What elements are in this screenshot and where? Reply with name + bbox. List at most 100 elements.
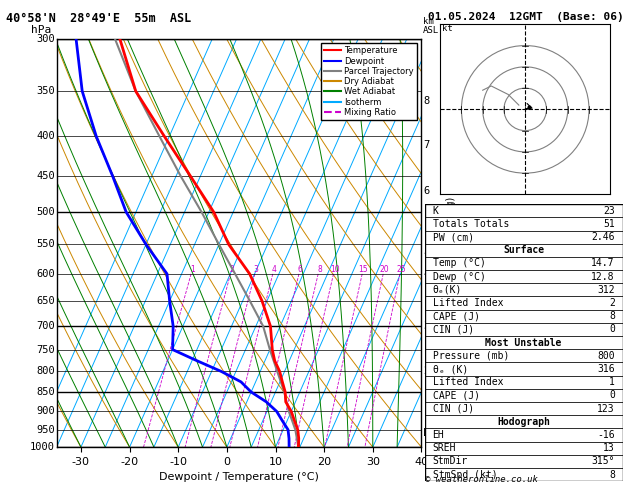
Text: K: K [433,206,438,216]
Bar [425,455,623,468]
Text: 450: 450 [36,172,55,181]
Text: 23: 23 [603,206,615,216]
Text: 6: 6 [423,186,430,196]
Bar [425,428,623,442]
Bar [425,402,623,415]
Bar [425,257,623,270]
Text: km
ASL: km ASL [423,17,440,35]
Bar [425,349,623,363]
Text: 950: 950 [36,425,55,435]
Text: Mixing Ratio (g/kg): Mixing Ratio (g/kg) [445,197,455,289]
Text: 800: 800 [36,366,55,377]
Text: 0: 0 [609,325,615,334]
Text: 850: 850 [36,387,55,397]
Text: 3: 3 [254,265,259,274]
Text: 2: 2 [609,298,615,308]
Text: Totals Totals: Totals Totals [433,219,509,229]
Text: 01.05.2024  12GMT  (Base: 06): 01.05.2024 12GMT (Base: 06) [428,12,623,22]
Text: 350: 350 [36,86,55,96]
Bar [425,204,623,217]
Text: 8: 8 [317,265,322,274]
Text: Dewp (°C): Dewp (°C) [433,272,486,282]
Bar [425,336,623,349]
Text: CIN (J): CIN (J) [433,403,474,414]
Bar [425,389,623,402]
Bar [425,415,623,428]
Text: 10: 10 [330,265,340,274]
Text: 900: 900 [36,406,55,417]
Text: 14.7: 14.7 [591,259,615,268]
Text: 0: 0 [609,390,615,400]
Text: 300: 300 [36,34,55,44]
Text: 51: 51 [603,219,615,229]
Bar [425,310,623,323]
Bar [425,230,623,243]
Bar [425,323,623,336]
Text: 500: 500 [36,207,55,217]
Text: LCL: LCL [423,428,441,438]
Text: 750: 750 [36,345,55,355]
Text: -16: -16 [597,430,615,440]
Text: 1000: 1000 [30,442,55,452]
X-axis label: Dewpoint / Temperature (°C): Dewpoint / Temperature (°C) [159,472,319,483]
Text: Most Unstable: Most Unstable [486,338,562,347]
Text: 8: 8 [423,96,430,105]
Text: 6: 6 [298,265,303,274]
Text: CIN (J): CIN (J) [433,325,474,334]
Text: Surface: Surface [503,245,544,255]
Text: 800: 800 [597,351,615,361]
Text: EH: EH [433,430,444,440]
Text: 2.46: 2.46 [591,232,615,242]
Text: Lifted Index: Lifted Index [433,377,503,387]
Text: StmSpd (kt): StmSpd (kt) [433,469,497,480]
Text: 13: 13 [603,443,615,453]
Bar [425,296,623,310]
Text: 3: 3 [423,321,430,331]
Text: 550: 550 [36,240,55,249]
Text: 2: 2 [230,265,235,274]
Text: 8: 8 [609,469,615,480]
Bar [425,442,623,455]
Bar [425,217,623,230]
Text: Hodograph: Hodograph [497,417,550,427]
Text: kt: kt [442,24,453,33]
Text: 312: 312 [597,285,615,295]
Text: Temp (°C): Temp (°C) [433,259,486,268]
Bar [425,468,623,481]
Text: 40°58'N  28°49'E  55m  ASL: 40°58'N 28°49'E 55m ASL [6,12,192,25]
Text: 15: 15 [359,265,368,274]
Text: 12.8: 12.8 [591,272,615,282]
Text: 600: 600 [36,269,55,279]
Text: 4: 4 [423,269,430,279]
Text: 7: 7 [423,140,430,150]
Text: hPa: hPa [31,25,52,35]
Text: 1: 1 [609,377,615,387]
Text: StmDir: StmDir [433,456,468,467]
Text: 1: 1 [423,406,430,417]
Text: 2: 2 [423,366,430,377]
Bar [425,376,623,389]
Text: 25: 25 [396,265,406,274]
Bar [425,363,623,376]
Text: 700: 700 [36,321,55,331]
Text: θₑ (K): θₑ (K) [433,364,468,374]
Text: Pressure (mb): Pressure (mb) [433,351,509,361]
Text: 123: 123 [597,403,615,414]
Text: 650: 650 [36,296,55,306]
Text: CAPE (J): CAPE (J) [433,390,479,400]
Text: θₑ(K): θₑ(K) [433,285,462,295]
Text: CAPE (J): CAPE (J) [433,311,479,321]
Text: © weatheronline.co.uk: © weatheronline.co.uk [425,474,537,484]
Text: 20: 20 [380,265,389,274]
Bar [425,270,623,283]
Text: 8: 8 [609,311,615,321]
Text: 1: 1 [191,265,195,274]
Text: 5: 5 [423,245,430,256]
Text: 4: 4 [272,265,277,274]
Text: PW (cm): PW (cm) [433,232,474,242]
Bar [425,243,623,257]
Bar [425,283,623,296]
Text: Lifted Index: Lifted Index [433,298,503,308]
Text: 315°: 315° [591,456,615,467]
Text: SREH: SREH [433,443,456,453]
